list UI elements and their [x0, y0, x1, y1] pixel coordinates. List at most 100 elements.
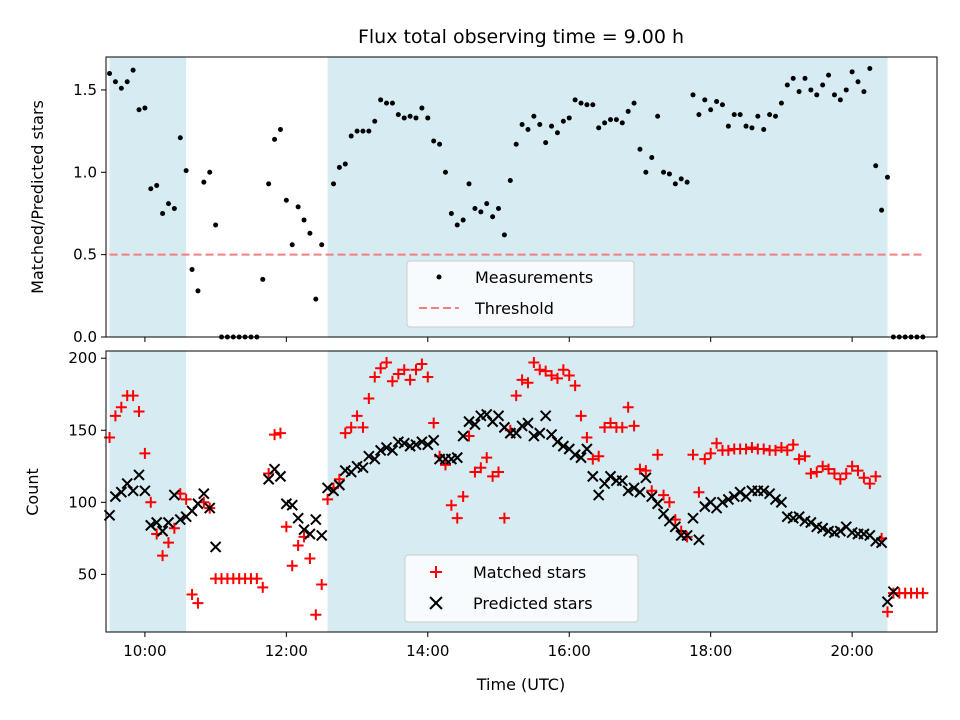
measurement-point-45	[378, 97, 384, 103]
predicted-point-99	[734, 486, 746, 498]
predicted-point-113	[816, 522, 829, 534]
measurement-point-18	[213, 222, 219, 228]
bottom-ytick-label-2: 150	[68, 421, 97, 439]
predicted-point-79	[616, 474, 628, 487]
matched-point-27	[263, 467, 275, 479]
measurement-point-98	[690, 92, 696, 98]
measurement-point-74	[549, 123, 555, 129]
bottom-legend: Matched stars Predicted stars	[404, 554, 639, 623]
predicted-point-93	[699, 500, 711, 513]
matched-point-100	[693, 486, 705, 498]
measurement-point-101	[708, 107, 714, 113]
predicted-point-42	[398, 437, 410, 449]
predicted-point-72	[575, 451, 587, 464]
matched-point-92	[646, 485, 658, 497]
predicted-point-38	[374, 444, 387, 457]
bottom-xtick-label-5: 20:00	[831, 642, 874, 660]
top-x-ticks	[144, 337, 853, 342]
measurement-point-9	[160, 210, 166, 216]
measurement-point-17	[207, 169, 213, 175]
measurement-point-103	[719, 102, 725, 108]
matched-point-70	[516, 374, 528, 386]
matched-point-39	[333, 473, 345, 485]
measurement-point-57	[448, 210, 454, 216]
measurement-point-120	[820, 82, 826, 88]
matched-point-25	[251, 573, 263, 585]
matched-point-89	[628, 420, 640, 432]
matched-point-40	[339, 427, 351, 439]
matched-point-36	[316, 578, 328, 590]
predicted-point-15	[192, 498, 204, 510]
predicted-point-111	[805, 516, 817, 529]
measurement-point-46	[384, 100, 390, 106]
matched-point-88	[622, 401, 634, 413]
matched-point-66	[493, 466, 505, 478]
matched-point-95	[663, 496, 675, 508]
predicted-point-10	[162, 516, 175, 529]
measurement-point-87	[625, 108, 631, 114]
measurement-point-123	[837, 97, 843, 103]
predicted-point-44	[410, 438, 422, 451]
predicted-point-5	[133, 469, 145, 481]
measurement-point-97	[684, 179, 690, 185]
x-axis-label: Time (UTC)	[476, 675, 565, 694]
matched-point-9	[157, 550, 169, 562]
measurement-point-82	[596, 125, 602, 131]
predicted-point-1	[109, 490, 122, 503]
legend-predicted-marker	[429, 596, 443, 610]
measurement-point-43	[366, 128, 372, 134]
predicted-point-7	[145, 519, 157, 532]
measurement-point-58	[454, 222, 460, 228]
predicted-point-97	[722, 493, 735, 506]
predicted-point-103	[758, 485, 770, 497]
measurement-point-110	[761, 126, 767, 132]
measurement-point-30	[283, 197, 289, 203]
matched-point-60	[457, 491, 469, 503]
measurement-point-38	[336, 164, 342, 170]
predicted-point-9	[156, 525, 169, 537]
measurement-point-39	[342, 161, 348, 167]
predicted-point-27	[310, 513, 322, 526]
matched-point-43	[357, 421, 369, 433]
predicted-point-25	[298, 523, 310, 536]
matched-point-80	[575, 410, 587, 422]
matched-point-81	[581, 431, 593, 443]
matched-point-57	[439, 459, 451, 471]
measurement-point-72	[537, 122, 543, 128]
predicted-point-19	[262, 473, 275, 485]
measurement-point-0	[107, 70, 113, 76]
predicted-point-116	[834, 525, 847, 537]
legend-matched-marker	[430, 566, 442, 578]
top-axes-frame	[105, 56, 938, 338]
predicted-point-16	[198, 487, 210, 500]
predicted-point-21	[274, 470, 287, 483]
predicted-point-17	[204, 502, 216, 514]
matched-point-5	[133, 406, 145, 418]
measurement-point-84	[607, 117, 613, 123]
measurement-point-34	[307, 230, 313, 236]
matched-point-64	[481, 452, 493, 464]
top-ytick-label-3: 1.5	[73, 81, 97, 99]
matched-point-72	[528, 357, 540, 369]
bottom-xtick-label-2: 14:00	[406, 642, 449, 660]
measurement-point-56	[442, 169, 448, 175]
matched-point-111	[758, 443, 770, 455]
matched-point-29	[274, 427, 286, 439]
top-ytick-label-0: 0.0	[73, 328, 97, 346]
predicted-point-63	[522, 417, 534, 429]
measurement-point-106	[737, 112, 743, 118]
predicted-point-51	[451, 451, 463, 464]
measurement-point-118	[808, 87, 814, 93]
matched-point-94	[658, 489, 670, 501]
matched-point-118	[799, 450, 811, 462]
matched-point-6	[139, 447, 151, 459]
matched-point-52	[410, 364, 422, 376]
measurement-point-67	[507, 178, 513, 184]
matched-point-76	[551, 372, 563, 384]
measurement-point-36	[319, 242, 325, 248]
measurement-point-89	[637, 146, 643, 152]
matched-point-138	[917, 587, 929, 599]
matched-point-37	[322, 493, 334, 505]
legend-measurements-marker	[436, 274, 442, 280]
measurements-points	[107, 66, 926, 340]
